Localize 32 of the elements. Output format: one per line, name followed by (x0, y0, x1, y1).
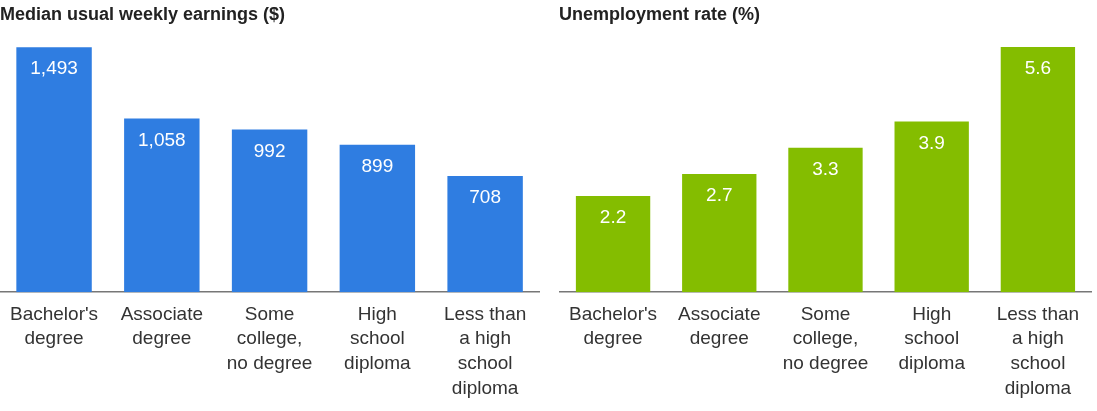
bar (788, 147, 863, 293)
data-label: 1,493 (30, 57, 78, 79)
bar (575, 195, 651, 293)
bar (231, 129, 308, 293)
bar (682, 174, 757, 293)
x-tick-label: Associate degree (678, 302, 761, 349)
data-label: 708 (469, 186, 501, 208)
x-tick-label: Bachelor's degree (10, 302, 99, 349)
x-tick-label: Less than a high school diploma (443, 302, 527, 398)
data-label: 5.6 (1024, 57, 1052, 79)
data-label: 1,058 (138, 128, 186, 150)
x-tick-label: High school diploma (898, 302, 966, 374)
data-label: 3.3 (812, 158, 839, 179)
data-label: 899 (361, 154, 394, 176)
bar (1000, 47, 1076, 293)
bar (894, 121, 969, 293)
chart-title: Median usual weekly earnings ($) (0, 3, 286, 24)
data-label: 2.2 (599, 206, 627, 228)
x-tick-label: Associate degree (120, 302, 204, 349)
data-label: 2.7 (706, 184, 733, 206)
data-label: 992 (253, 139, 286, 161)
bar (339, 144, 416, 293)
data-label: 3.9 (918, 131, 945, 153)
bar (447, 176, 523, 293)
x-tick-label: High school diploma (344, 302, 412, 374)
x-tick-label: Some college, no degree (782, 302, 869, 374)
x-tick-label: Bachelor's degree (569, 302, 658, 349)
bar (16, 47, 92, 293)
x-tick-label: Less than a high school diploma (996, 302, 1080, 398)
chart-title: Unemployment rate (%) (559, 3, 761, 24)
x-tick-label: Some college, no degree (226, 302, 313, 374)
bar (124, 118, 200, 293)
